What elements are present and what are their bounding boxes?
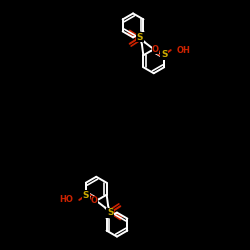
Text: S: S [136, 33, 143, 42]
Text: S: S [107, 208, 114, 217]
Text: O: O [91, 196, 98, 205]
Text: S: S [82, 191, 89, 200]
Text: O: O [152, 45, 159, 54]
Text: S: S [161, 50, 168, 59]
Text: HO: HO [59, 196, 73, 204]
Text: OH: OH [177, 46, 191, 54]
